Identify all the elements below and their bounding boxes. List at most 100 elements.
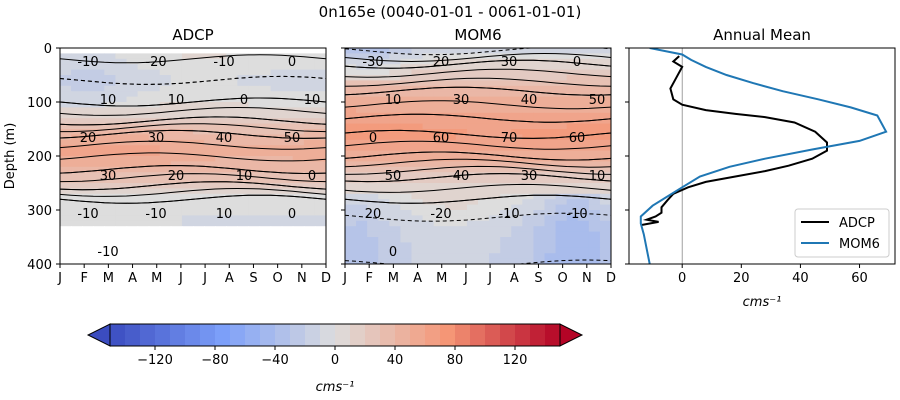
field-cell [489,129,501,135]
field-cell [314,166,326,173]
field-cell [137,177,150,184]
field-cell [104,204,117,211]
field-cell [170,107,183,114]
field-cell [259,75,272,81]
field-cell [389,91,402,98]
field-cell [215,85,227,92]
field-cell [148,69,161,76]
field-cell [281,177,294,184]
field-cell [356,80,368,87]
field-cell [193,226,205,233]
field-cell [226,210,238,216]
field-cell [577,247,590,254]
legend-label-adcp: ADCP [839,216,875,231]
field-cell [115,231,128,238]
field-cell [455,91,468,98]
field-cell [522,96,535,103]
field-cell [444,172,457,179]
field-cell [93,204,105,211]
field-cell [104,188,117,195]
field-cell [104,48,117,54]
contour-line [60,129,326,139]
field-cell [367,156,379,162]
field-cell [522,123,535,130]
x-tick-label: A [128,271,137,286]
field-cell [270,64,283,71]
field-cell [411,210,424,216]
field-cell [71,193,83,200]
field-cell [455,96,468,103]
field-cell [226,96,238,103]
field-cell [378,253,390,260]
field-cell [193,75,205,81]
field-cell [237,64,250,71]
field-cell [378,231,390,238]
field-cell [500,75,512,81]
field-cell [193,210,205,216]
field-cell [204,220,216,227]
field-cell [259,139,272,146]
field-cell [555,53,568,60]
field-cell [237,161,250,168]
field-cell [115,85,128,92]
field-cell [170,188,183,195]
field-cell [82,91,94,98]
field-cell [193,193,205,200]
field-cell [104,242,117,249]
field-cell [522,85,535,92]
field-cell [60,166,72,173]
contour-label: 30 [501,55,518,70]
field-cell [378,172,390,179]
field-cell [259,48,272,54]
field-cell [478,199,490,206]
field-cell [137,226,150,233]
field-cell [367,85,379,92]
field-cell [259,85,272,92]
field-cell [193,48,205,54]
field-cell [137,96,150,103]
field-cell [599,102,611,108]
field-cell [148,193,161,200]
field-cell [93,85,105,92]
field-cell [400,123,413,130]
field-cell [356,237,368,243]
field-cell [533,75,546,81]
field-cell [378,64,390,71]
field-cell [378,242,390,249]
field-cell [71,53,83,60]
field-cell [555,118,568,125]
field-cell [237,220,250,227]
field-cell [367,91,379,98]
field-cell [500,247,512,254]
contour-line [60,54,326,64]
field-cell [389,48,402,54]
field-cell [215,134,227,141]
field-cell [345,210,357,216]
field-cell [303,123,316,130]
field-cell [577,242,590,249]
field-cell [389,253,402,260]
field-cell [444,91,457,98]
field-cell [115,188,128,195]
field-cell [303,53,316,60]
field-cell [237,199,250,206]
field-cell [555,237,568,243]
field-cell [422,123,435,130]
field-cell [126,102,139,108]
field-cell [367,53,379,60]
field-cell [82,48,94,54]
field-cell [455,177,468,184]
field-cell [433,188,446,195]
field-cell [356,204,368,211]
field-cell [422,53,435,60]
field-cell [444,258,457,264]
field-cell [137,253,150,260]
field-cell [444,58,457,65]
field-cell [248,247,261,254]
field-cell [345,204,357,211]
field-cell [566,64,579,71]
contour-label: 10 [304,93,321,108]
x-tick-label: 60 [851,271,868,286]
y-tick-label: 100 [27,96,52,111]
